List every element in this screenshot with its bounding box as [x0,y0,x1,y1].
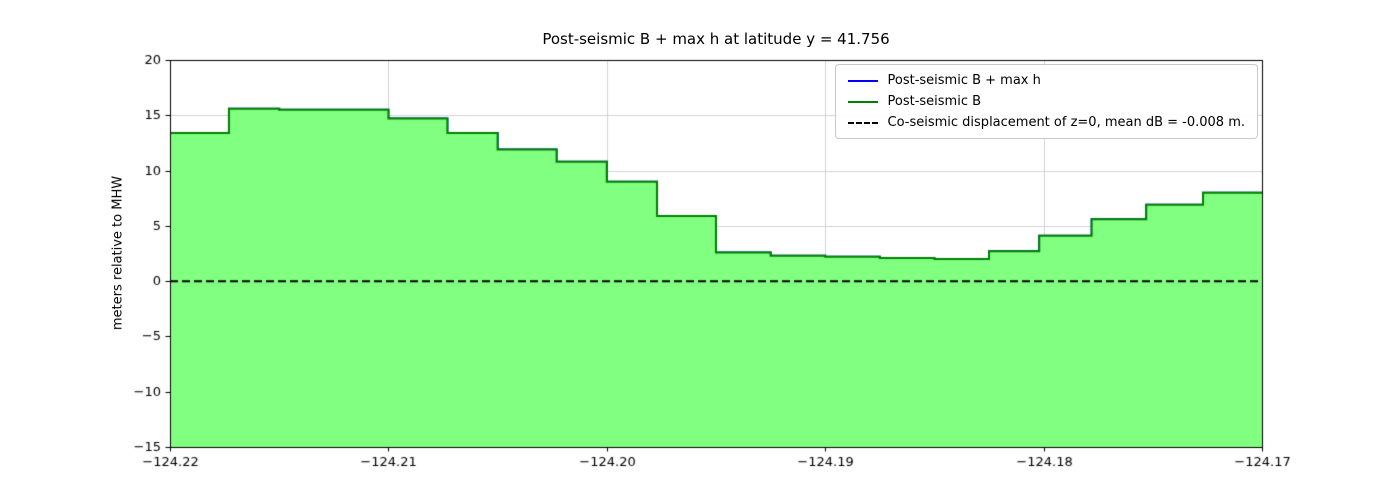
legend-item: Co-seismic displacement of z=0, mean dB … [847,115,1246,130]
y-axis-label: meters relative to MHW [110,175,126,331]
legend-sample [847,79,878,82]
legend-sample [847,100,878,103]
chart-title: Post-seismic B + max h at latitude y = 4… [542,30,890,48]
legend-item: Post-seismic B + max h [847,73,1246,88]
legend-label: Post-seismic B [887,94,982,109]
legend-label: Co-seismic displacement of z=0, mean dB … [887,115,1246,130]
legend-item: Post-seismic B [847,94,1246,109]
legend-sample [847,121,878,124]
legend: Post-seismic B + max h Post-seismic B Co… [834,64,1258,139]
legend-label: Post-seismic B + max h [887,73,1041,88]
